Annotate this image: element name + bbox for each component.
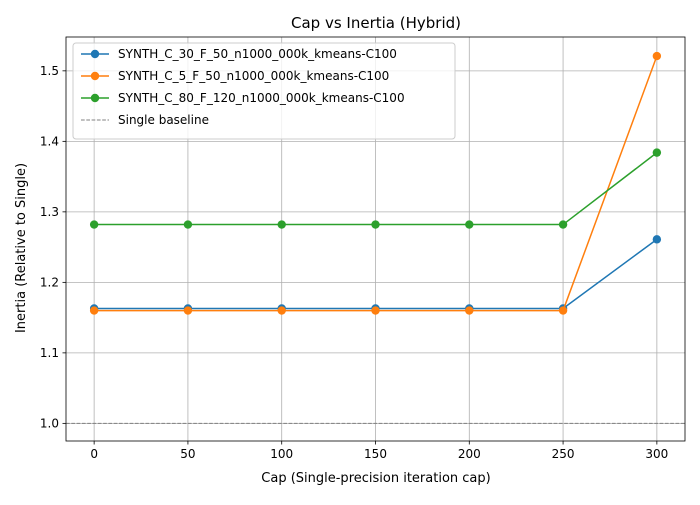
x-tick-label: 150 [364,447,387,461]
x-tick-label: 0 [90,447,98,461]
plot-frame [65,36,686,442]
x-tick-label: 250 [552,447,575,461]
data-point [89,220,99,229]
series-2 [89,148,662,229]
data-point [465,220,474,229]
legend-item: SYNTH_C_30_F_50_n1000_000k_kmeans-C100 [81,47,397,61]
legend-item: SYNTH_C_5_F_50_n1000_000k_kmeans-C100 [81,69,389,83]
data-point [371,220,380,229]
data-point [652,235,662,244]
legend-label: SYNTH_C_5_F_50_n1000_000k_kmeans-C100 [118,69,389,83]
legend-marker [90,49,100,59]
y-tick-label: 1.2 [40,275,59,289]
data-point [465,306,474,315]
y-tick-label: 1.0 [40,416,59,430]
data-point [277,306,286,315]
data-point [652,148,662,157]
legend-label: SYNTH_C_30_F_50_n1000_000k_kmeans-C100 [118,47,397,61]
data-point [89,306,99,315]
data-point [558,220,568,229]
x-tick-label: 200 [458,447,481,461]
x-tick-label: 300 [645,447,668,461]
y-tick-label: 1.4 [40,134,59,148]
x-tick-label: 100 [270,447,293,461]
data-point [183,306,193,315]
legend: SYNTH_C_30_F_50_n1000_000k_kmeans-C100 SY… [72,42,456,140]
legend-marker [90,93,100,103]
data-point [371,306,380,315]
y-axis-title: Inertia (Relative to Single) [14,163,29,333]
chart-title: Cap vs Inertia (Hybrid) [291,14,461,32]
series-layer [89,51,662,315]
legend-box [72,42,456,140]
data-point [652,51,662,61]
y-tick-label: 1.1 [40,346,59,360]
x-axis-title: Cap (Single-precision iteration cap) [261,471,490,486]
data-point [558,306,568,315]
legend-label: Single baseline [118,113,209,127]
y-tick-label: 1.3 [40,205,59,219]
axes-layer: 0 50 100 150 200 250 300 1.0 1.1 1.2 1.3 1.4 1.5 [40,36,686,461]
series-1 [89,51,662,315]
legend-item: Single baseline [81,113,209,127]
legend-item: SYNTH_C_80_F_120_n1000_000k_kmeans-C100 [81,91,405,105]
legend-label: SYNTH_C_80_F_120_n1000_000k_kmeans-C100 [118,91,405,105]
data-point [277,220,286,229]
y-tick-label: 1.5 [40,64,59,78]
data-point [183,220,193,229]
x-tick-label: 50 [180,447,195,461]
legend-marker [90,71,100,81]
